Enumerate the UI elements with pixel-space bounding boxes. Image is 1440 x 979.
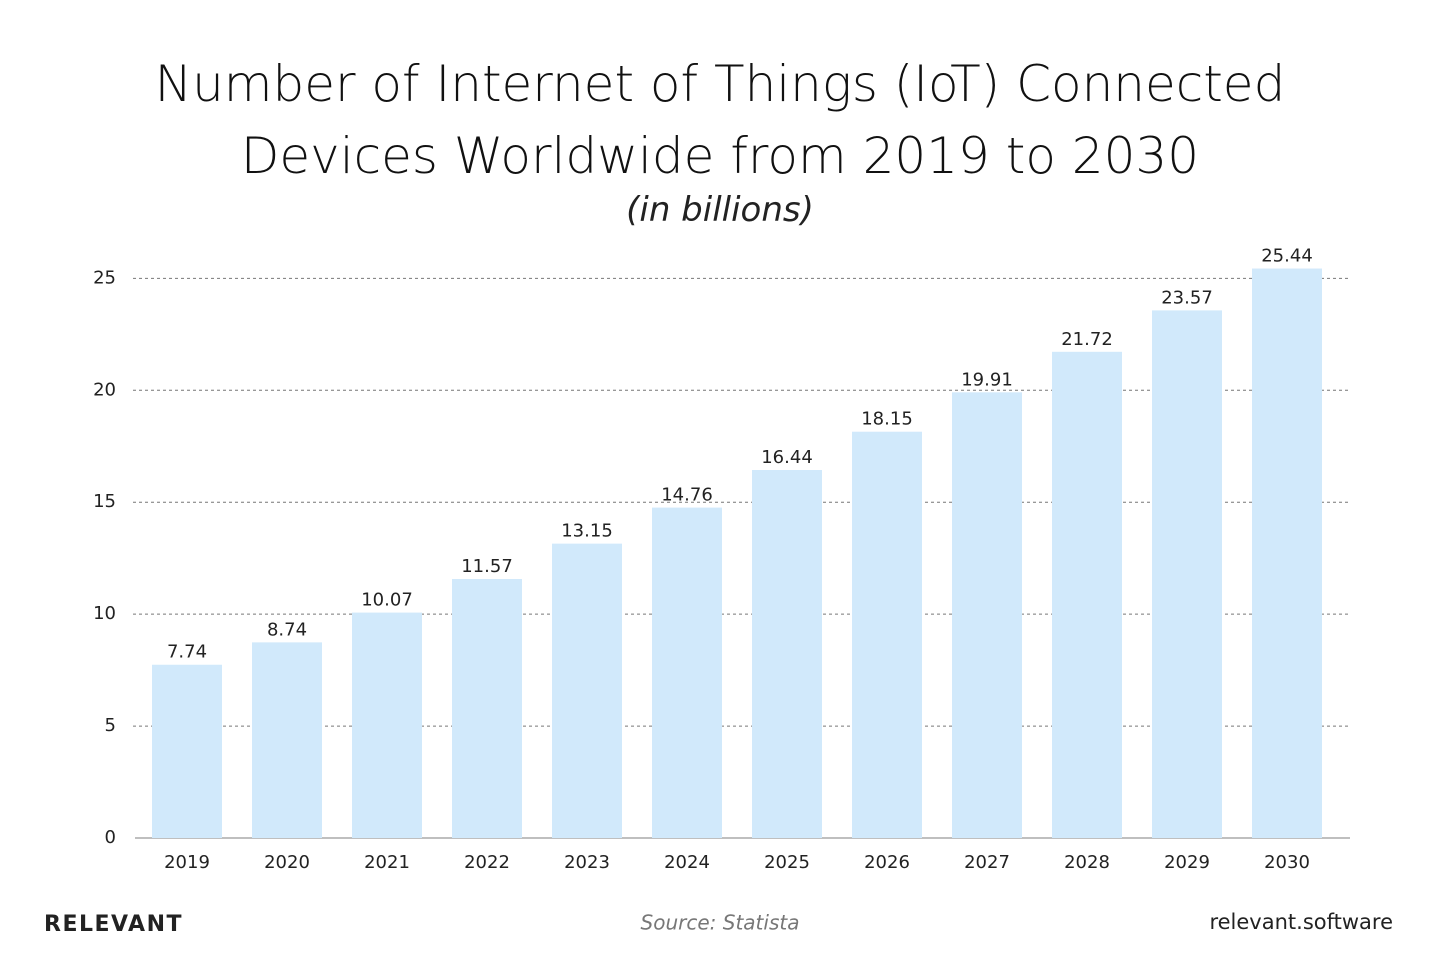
bar xyxy=(1152,310,1222,838)
x-tick-label: 2030 xyxy=(1264,852,1310,873)
value-label: 19.91 xyxy=(961,369,1013,390)
x-tick-label: 2020 xyxy=(264,852,310,873)
bar xyxy=(252,642,322,838)
x-tick-label: 2021 xyxy=(364,852,410,873)
y-tick-label: 10 xyxy=(93,603,116,624)
bar xyxy=(1252,268,1322,838)
y-tick-label: 0 xyxy=(105,827,116,848)
y-tick-label: 15 xyxy=(93,491,116,512)
bar xyxy=(152,664,222,838)
bar xyxy=(1052,351,1122,838)
chart-subtitle: (in billions) xyxy=(626,190,814,230)
x-tick-label: 2029 xyxy=(1164,852,1210,873)
y-tick-label: 25 xyxy=(93,267,116,288)
x-tick-label: 2028 xyxy=(1064,852,1110,873)
bar xyxy=(752,469,822,838)
bar xyxy=(852,431,922,838)
source: Source: Statista xyxy=(641,911,800,935)
x-tick-label: 2026 xyxy=(864,852,910,873)
brand-logo: RELEVANT xyxy=(44,912,183,937)
value-label: 23.57 xyxy=(1161,287,1213,308)
value-label: 16.44 xyxy=(761,447,813,468)
x-tick-label: 2024 xyxy=(664,852,710,873)
value-label: 7.74 xyxy=(167,642,207,663)
x-tick-label: 2022 xyxy=(464,852,510,873)
y-tick-label: 20 xyxy=(93,379,116,400)
bar xyxy=(552,543,622,838)
website: relevant.software xyxy=(1209,910,1393,934)
x-tick-label: 2025 xyxy=(764,852,810,873)
bar xyxy=(952,392,1022,838)
value-label: 10.07 xyxy=(361,590,413,611)
bar xyxy=(652,507,722,838)
bar xyxy=(352,612,422,838)
value-label: 8.74 xyxy=(267,619,307,640)
y-tick-label: 5 xyxy=(105,715,116,736)
value-label: 13.15 xyxy=(561,521,613,542)
value-label: 21.72 xyxy=(1061,329,1113,350)
value-label: 11.57 xyxy=(461,556,513,577)
x-tick-label: 2019 xyxy=(164,852,210,873)
chart-title: Number of Internet of Things (IoT) Conne… xyxy=(154,55,1286,185)
value-label: 14.76 xyxy=(661,485,713,506)
value-label: 18.15 xyxy=(861,409,913,430)
x-tick-label: 2023 xyxy=(564,852,610,873)
value-label: 25.44 xyxy=(1261,246,1313,267)
bar xyxy=(452,579,522,838)
x-tick-label: 2027 xyxy=(964,852,1010,873)
